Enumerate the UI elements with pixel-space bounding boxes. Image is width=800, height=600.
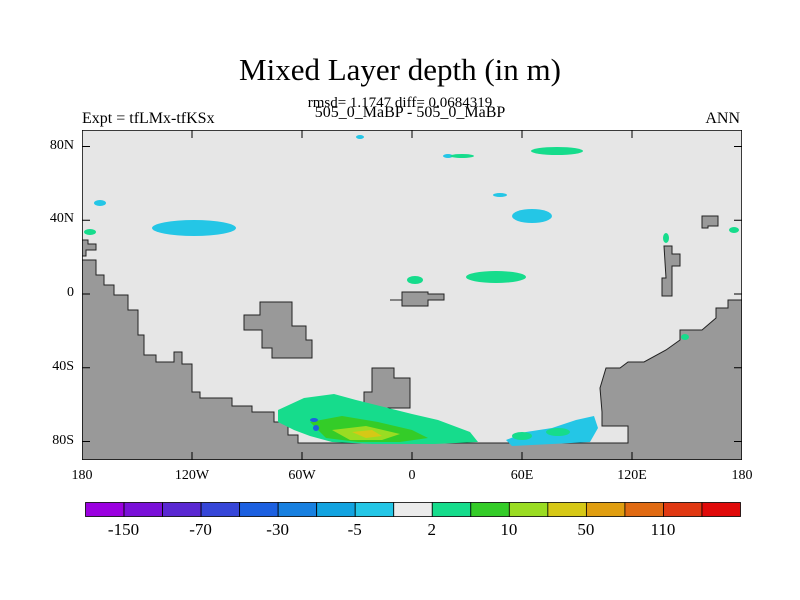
colorbar-swatch	[547, 502, 587, 517]
case-label: 505_0_MaBP - 505_0_MaBP	[314, 104, 506, 121]
x-tick-label: 60W	[288, 468, 316, 483]
colorbar-swatch	[470, 502, 510, 517]
anomaly-contours	[84, 135, 739, 446]
colorbar-swatch	[85, 502, 125, 517]
colorbar-swatch	[354, 502, 395, 517]
colorbar-swatch	[316, 502, 356, 517]
experiment-label: Expt = tfLMx-tfKSx	[82, 110, 215, 127]
colorbar-swatch	[431, 502, 472, 517]
colorbar-swatch	[663, 502, 703, 517]
map-title: Mixed Layer depth (in m)	[239, 52, 561, 87]
x-tick-label: 120W	[174, 468, 210, 483]
x-tick-label: 180	[731, 468, 753, 483]
colorbar-swatch	[508, 502, 549, 517]
x-tick-label: 60E	[510, 468, 534, 483]
colorbar-label: 10	[500, 520, 518, 539]
colorbar-swatch	[162, 502, 202, 517]
colorbar-swatch	[123, 502, 163, 517]
y-tick-label: 40S	[52, 358, 74, 374]
colorbar-swatch	[624, 502, 664, 517]
colorbar-swatch	[585, 502, 626, 517]
colorbar-label: 2	[427, 520, 437, 539]
map-plot	[82, 130, 742, 460]
colorbar-swatch	[393, 502, 433, 517]
colorbar-label: -30	[266, 520, 289, 539]
colorbar-swatch	[701, 502, 741, 517]
land-mask	[82, 215, 742, 460]
colorbar-label: -150	[107, 520, 140, 539]
colorbar-label: -70	[189, 520, 212, 539]
y-tick-label: 80N	[49, 137, 74, 153]
x-tick-label: 180	[71, 468, 93, 483]
y-tick-label: 40N	[49, 211, 74, 227]
colorbar-swatch	[200, 502, 241, 517]
axis-tick-marks	[82, 130, 742, 460]
x-tick-label: 0	[408, 468, 416, 483]
stats-subtitle: rmsd= 1.1747 diff= 0.0684319	[307, 95, 493, 111]
colorbar-swatch	[277, 502, 318, 517]
y-tick-label: 0	[67, 285, 74, 300]
x-tick-label: 120E	[617, 468, 647, 483]
colorbar	[85, 502, 741, 517]
season-label: ANN	[705, 110, 740, 127]
colorbar-label: 50	[577, 520, 595, 539]
y-tick-label: 80S	[52, 432, 74, 448]
colorbar-label: 110	[650, 520, 676, 539]
colorbar-swatch	[239, 502, 279, 517]
colorbar-label: -5	[347, 520, 362, 539]
